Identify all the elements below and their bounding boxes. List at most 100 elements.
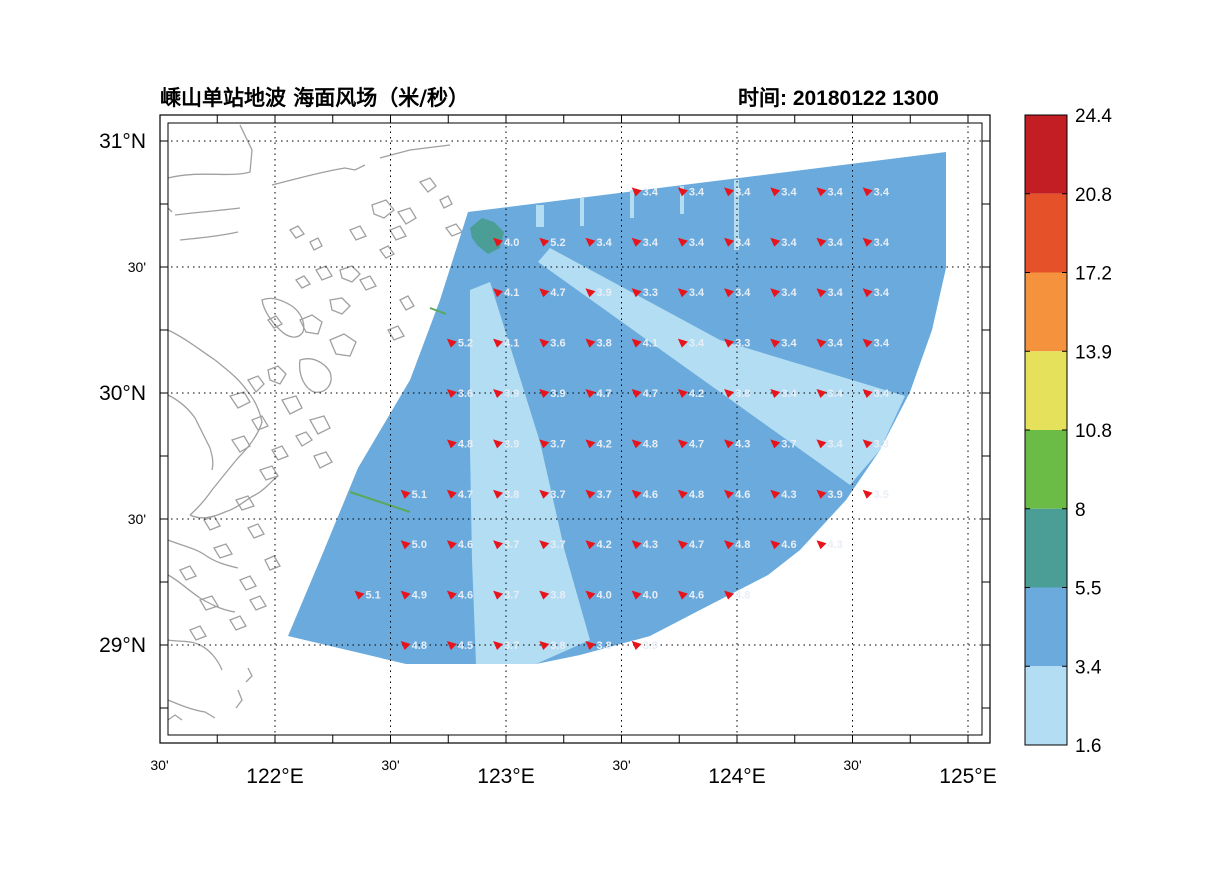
wind-arrow [446, 338, 457, 348]
wind-speed-label: 3.4 [874, 186, 890, 198]
wind-arrow [585, 641, 596, 650]
wind-arrow [493, 389, 504, 398]
wind-speed-label: 3.7 [504, 640, 519, 652]
wind-speed-label: 3.7 [781, 438, 796, 450]
wind-speed-label: 4.2 [596, 438, 611, 450]
wind-arrow [631, 187, 642, 197]
wind-speed-label: 3.4 [643, 186, 659, 198]
field-light-strip [680, 186, 684, 214]
wind-arrow [677, 439, 688, 449]
wind-arrow [400, 540, 411, 550]
wind-speed-label: 3.4 [689, 186, 705, 198]
wind-speed-label: 5.1 [365, 590, 380, 602]
wind-speed-label: 3.4 [827, 237, 843, 249]
wind-arrow [677, 489, 688, 499]
field-light-wedge-a [470, 282, 590, 664]
wind-speed-label: 4.7 [596, 388, 611, 400]
wind-speed-label: 3.8 [596, 640, 611, 652]
wind-speed-label: 3.3 [643, 287, 658, 299]
wind-arrow [585, 338, 596, 348]
wind-arrow [539, 590, 550, 600]
y-tick-label: 30°N [99, 382, 146, 405]
field-teal-patch [470, 218, 504, 254]
wind-arrow [724, 288, 735, 298]
field-green-streak [429, 307, 447, 315]
wind-arrow [631, 489, 642, 499]
wind-speed-label: 3.7 [504, 539, 519, 551]
wind-speed-label: 4.3 [781, 489, 796, 501]
wind-speed-label: 3.4 [874, 287, 890, 299]
wind-speed-label: 4.2 [596, 539, 611, 551]
wind-arrow [724, 439, 735, 449]
wind-arrow [862, 389, 873, 398]
wind-arrow [724, 187, 735, 197]
wind-speed-label: 4.6 [689, 590, 704, 602]
wind-speed-label: 3.6 [458, 388, 473, 400]
wind-field [288, 152, 946, 664]
wind-speed-label: 3.4 [827, 287, 843, 299]
field-light-strip [630, 190, 634, 218]
wind-arrow [631, 439, 642, 449]
wind-arrow [539, 237, 550, 247]
wind-arrow [862, 187, 873, 197]
wind-speed-label: 3.4 [781, 237, 797, 249]
wind-speed-label: 3.5 [874, 489, 889, 501]
wind-arrow [862, 439, 873, 449]
colorbar-label: 20.8 [1075, 185, 1112, 206]
wind-speed-label: 4.3 [735, 438, 750, 450]
wind-speed-label: 5.1 [412, 489, 427, 501]
wind-speed-label: 3.4 [643, 237, 659, 249]
wind-speed-label: 4.7 [689, 438, 704, 450]
wind-arrow [677, 590, 688, 600]
wind-speed-label: 4.6 [735, 489, 750, 501]
wind-arrow [770, 439, 781, 449]
wind-arrow [862, 338, 873, 348]
field-light-strip [536, 205, 544, 227]
wind-arrow [862, 489, 873, 499]
wind-speed-label: 3.9 [504, 388, 519, 400]
wind-speed-label: 3.4 [781, 287, 797, 299]
field-light-strip [580, 198, 584, 226]
wind-speed-label: 3.8 [735, 388, 750, 400]
wind-arrow [400, 489, 411, 499]
wind-speed-label: 4.1 [504, 338, 519, 350]
wind-speed-label: 5.2 [458, 338, 473, 350]
wind-arrow [539, 288, 550, 298]
wind-speed-label: 3.7 [550, 539, 565, 551]
wind-speed-label: 3.4 [781, 338, 797, 350]
coastline [167, 124, 464, 721]
wind-speed-label: 3.3 [735, 338, 750, 350]
wind-speed-label: 3.4 [689, 338, 705, 350]
wind-speed-label: 3.7 [550, 438, 565, 450]
wind-arrow [631, 288, 642, 298]
wind-arrow [724, 389, 735, 398]
wind-arrow [724, 489, 735, 499]
x-tick-label: 124°E [708, 765, 765, 788]
wind-speed-label: 4.7 [458, 489, 473, 501]
wind-arrow [862, 288, 873, 298]
wind-arrow [724, 590, 735, 600]
wind-speed-label: 3.4 [874, 237, 890, 249]
colorbar-segment [1025, 666, 1067, 745]
colorbar-label: 24.4 [1075, 106, 1112, 127]
frame-inner [167, 122, 983, 736]
wind-arrow [446, 540, 457, 550]
colorbar-segment [1025, 193, 1067, 273]
wind-speed-label: 3.4 [827, 338, 843, 350]
wind-speed-label: 4.7 [550, 287, 565, 299]
wind-speed-label: 4.7 [689, 539, 704, 551]
wind-arrow [585, 540, 596, 550]
wind-arrow [446, 590, 457, 600]
wind-speed-label: 3.4 [827, 388, 843, 400]
colorbar-segment [1025, 115, 1067, 194]
axis-labels: 30' 122°E 30' 123°E 30' 124°E 30' 125°E 31°N 30' 3… [99, 130, 997, 788]
wind-arrow [354, 590, 365, 600]
wind-arrow [493, 237, 504, 247]
wind-speed-label: 3.4 [827, 438, 843, 450]
wind-speed-label: 3.8 [504, 489, 519, 501]
colorbar-label: 8 [1075, 500, 1086, 521]
wind-speed-label: 4.2 [689, 388, 704, 400]
wind-speed-label: 3.7 [596, 489, 611, 501]
y-tick-label: 29°N [99, 634, 146, 657]
